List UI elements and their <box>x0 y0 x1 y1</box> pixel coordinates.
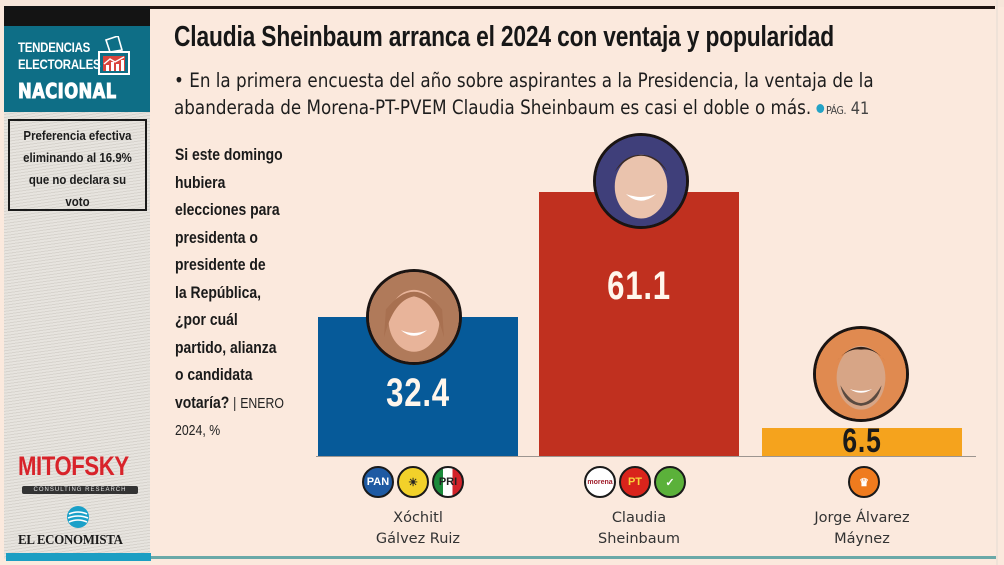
brand-line-3: NACIONAL <box>18 79 117 104</box>
avatar-jorge-alvarez-maynez <box>813 326 909 422</box>
pt-logo-icon: PT <box>619 466 651 498</box>
bar-jorge-alvarez-maynez: 6.5 <box>762 422 962 460</box>
top-rule <box>150 6 995 9</box>
morena-logo-icon: morena <box>584 466 616 498</box>
frame-top <box>0 0 1004 7</box>
bottom-accent-left <box>6 553 151 561</box>
bar-claudia-sheinbaum: 61.1 <box>539 192 739 456</box>
portrait-icon <box>596 136 686 226</box>
question-line: presidenta o <box>175 227 258 247</box>
candidate-last-name: Sheinbaum <box>598 531 680 547</box>
question-line: o candidata <box>175 365 253 384</box>
brand-line-1: TENDENCIAS <box>18 40 91 55</box>
pan-logo-icon: PAN <box>362 466 394 498</box>
pollster-logo: MITOFSKY <box>18 451 129 481</box>
avatar-claudia-sheinbaum <box>593 133 689 229</box>
avatar-xochitl-galvez <box>366 269 462 365</box>
subtitle-line-2: abanderada de Morena-PT-PVEM Claudia She… <box>174 94 1004 124</box>
note-line: Preferencia efectiva <box>23 128 132 143</box>
question-line: elecciones para <box>175 200 280 219</box>
bullet-dot-icon <box>816 104 825 113</box>
question-line: ¿por cuál <box>175 310 238 329</box>
mc-logo-icon: ♛ <box>848 466 880 498</box>
candidate-last-name: Máynez <box>834 531 890 547</box>
question-line-end: votaría? <box>175 392 230 412</box>
note-line: eliminando al 16.9% <box>23 150 132 165</box>
page-reference: PÁG. 41 <box>816 99 870 119</box>
page-ref-number: 41 <box>850 99 870 119</box>
bar-value: 61.1 <box>607 264 671 308</box>
question-line: hubiera <box>175 172 226 192</box>
prd-logo-icon: ☀ <box>397 466 429 498</box>
question-line: presidente de <box>175 255 266 274</box>
right-edge <box>996 0 998 565</box>
party-logos-claudia: morena PT ✓ <box>584 466 686 498</box>
note-line: que no declara su <box>28 172 127 187</box>
candidate-name-xochitl: Xóchitl Gálvez Ruiz <box>318 508 518 550</box>
candidate-first-name: Jorge Álvarez <box>814 510 910 526</box>
section-brand: TENDENCIAS ELECTORALES NACIONAL <box>4 26 150 112</box>
ballot-box-chart-icon <box>98 36 130 75</box>
bar-value: 32.4 <box>386 371 450 415</box>
question-line: la República, <box>175 282 261 302</box>
survey-unit: 2024, % <box>175 422 221 439</box>
candidate-name-jorge: Jorge Álvarez Máynez <box>762 508 962 550</box>
subtitle-line-2-text: abanderada de Morena-PT-PVEM Claudia She… <box>174 96 812 119</box>
chart-title: Claudia Sheinbaum arranca el 2024 con ve… <box>174 21 835 53</box>
question-line: partido, alianza <box>175 337 277 357</box>
subtitle-line-1: • En la primera encuesta del año sobre a… <box>174 69 874 92</box>
sidebar-top-band <box>4 6 150 26</box>
note-line: voto <box>65 194 90 209</box>
page-ref-label: PÁG. <box>826 104 847 117</box>
party-logos-jorge: ♛ <box>848 466 880 498</box>
party-logos-xochitl: PAN ☀ PRI <box>362 466 464 498</box>
separator: | <box>233 394 237 412</box>
candidate-first-name: Xóchitl <box>393 510 443 526</box>
publisher-logo: EL ECONOMISTA <box>18 533 123 548</box>
question-line: Si este domingo <box>175 145 283 164</box>
pvem-logo-icon: ✓ <box>654 466 686 498</box>
sidebar: TENDENCIAS ELECTORALES NACIONAL Preferen… <box>4 6 150 559</box>
survey-date: ENERO <box>240 394 284 412</box>
effective-preference-note: Preferencia efectiva eliminando al 16.9%… <box>8 119 147 211</box>
portrait-icon <box>369 272 459 362</box>
chart-baseline <box>316 456 976 457</box>
survey-question: Si este domingo hubiera elecciones para … <box>175 141 306 445</box>
pollster-subtitle: CONSULTING RESEARCH <box>22 486 138 494</box>
brand-line-2: ELECTORALES <box>18 57 101 72</box>
bottom-accent-right <box>151 556 996 559</box>
candidate-name-claudia: Claudia Sheinbaum <box>539 508 739 550</box>
candidate-first-name: Claudia <box>611 510 667 526</box>
portrait-icon <box>816 329 906 419</box>
bar-value: 6.5 <box>842 422 882 460</box>
candidate-last-name: Gálvez Ruiz <box>375 531 461 547</box>
chart-subtitle: • En la primera encuesta del año sobre a… <box>174 67 1004 124</box>
question-line: votaría? | ENERO <box>175 389 306 418</box>
pri-logo-icon: PRI <box>432 466 464 498</box>
globe-icon <box>67 506 89 528</box>
